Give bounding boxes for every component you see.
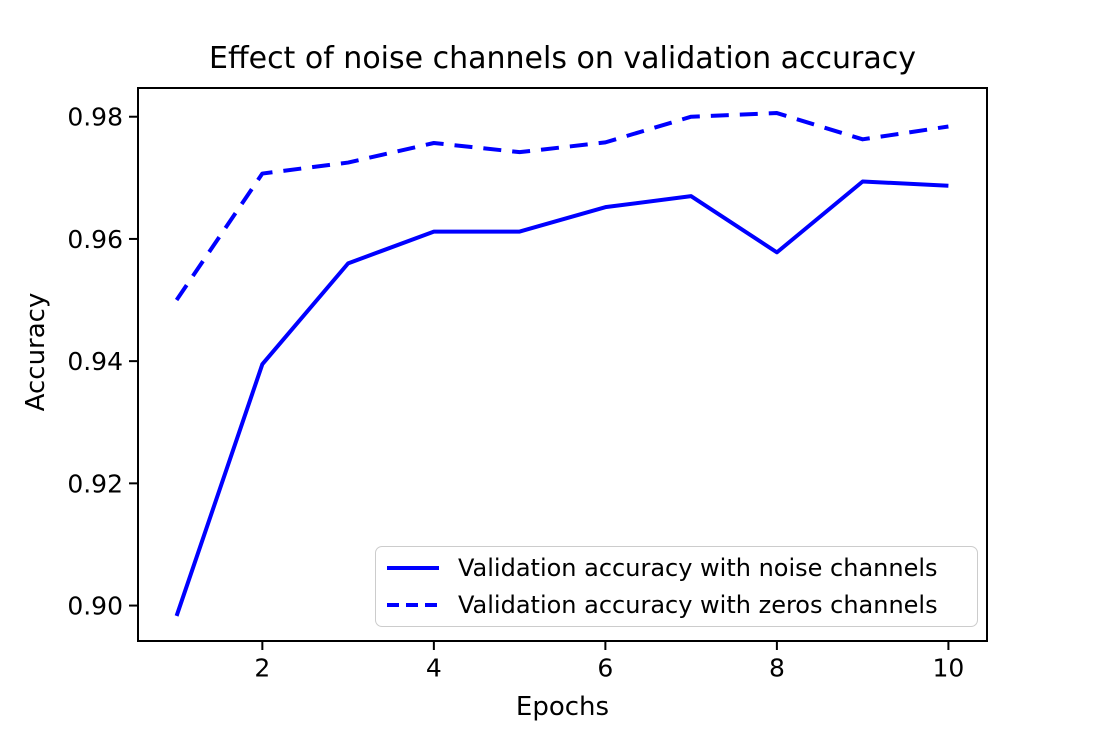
y-tick-label: 0.96	[67, 225, 123, 254]
chart-title: Effect of noise channels on validation a…	[208, 41, 917, 76]
legend-dashed-line-swatch	[387, 603, 439, 607]
y-tick-label: 0.92	[67, 469, 123, 498]
legend: Validation accuracy with noise channels …	[375, 546, 978, 627]
x-tick-label: 10	[933, 653, 965, 682]
series-line-solid	[174, 179, 949, 617]
x-axis-label: Epochs	[515, 692, 610, 722]
legend-solid-line-swatch	[387, 566, 439, 570]
y-tick-label: 0.90	[67, 592, 123, 621]
y-tick-label: 0.98	[67, 103, 123, 132]
legend-label-zeros-channels: Validation accuracy with zeros channels	[458, 591, 938, 619]
x-tick-label: 6	[597, 653, 613, 682]
legend-label-noise-channels: Validation accuracy with noise channels	[458, 554, 938, 582]
x-tick-label: 4	[426, 653, 442, 682]
x-tick-label: 8	[769, 653, 785, 682]
legend-item-zeros-channels: Validation accuracy with zeros channels	[386, 589, 977, 621]
legend-item-noise-channels: Validation accuracy with noise channels	[386, 552, 977, 584]
axes-frame	[137, 87, 988, 642]
y-tick-label: 0.94	[67, 347, 123, 376]
x-tick-label: 2	[254, 653, 270, 682]
